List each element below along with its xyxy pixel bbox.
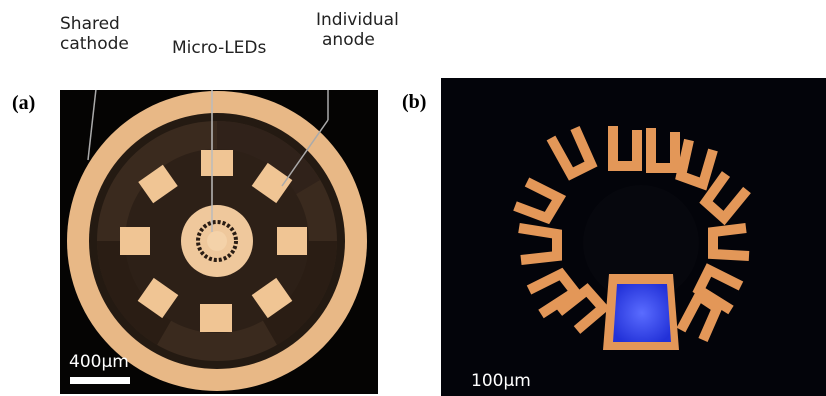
emission-image	[513, 125, 751, 350]
shared-cathode-label: Shared cathode	[60, 14, 129, 54]
micrograph-panel-a: 400μm	[60, 90, 378, 394]
contact-electrodes	[513, 125, 751, 343]
scale-label-b: 100μm	[471, 371, 531, 391]
anode-pads	[120, 150, 307, 332]
panel-b-label: (b)	[402, 91, 427, 113]
device-micrograph	[67, 90, 367, 391]
scale-label-a: 400μm	[69, 352, 129, 372]
panel-a-label: (a)	[12, 92, 36, 114]
micro-leds-label: Micro-LEDs	[172, 38, 267, 58]
individual-anode-label: Individual anode	[316, 10, 399, 50]
emitting-micro-led	[613, 284, 671, 342]
scale-bar-a	[70, 377, 130, 384]
micrograph-panel-b: 100μm	[441, 78, 826, 396]
